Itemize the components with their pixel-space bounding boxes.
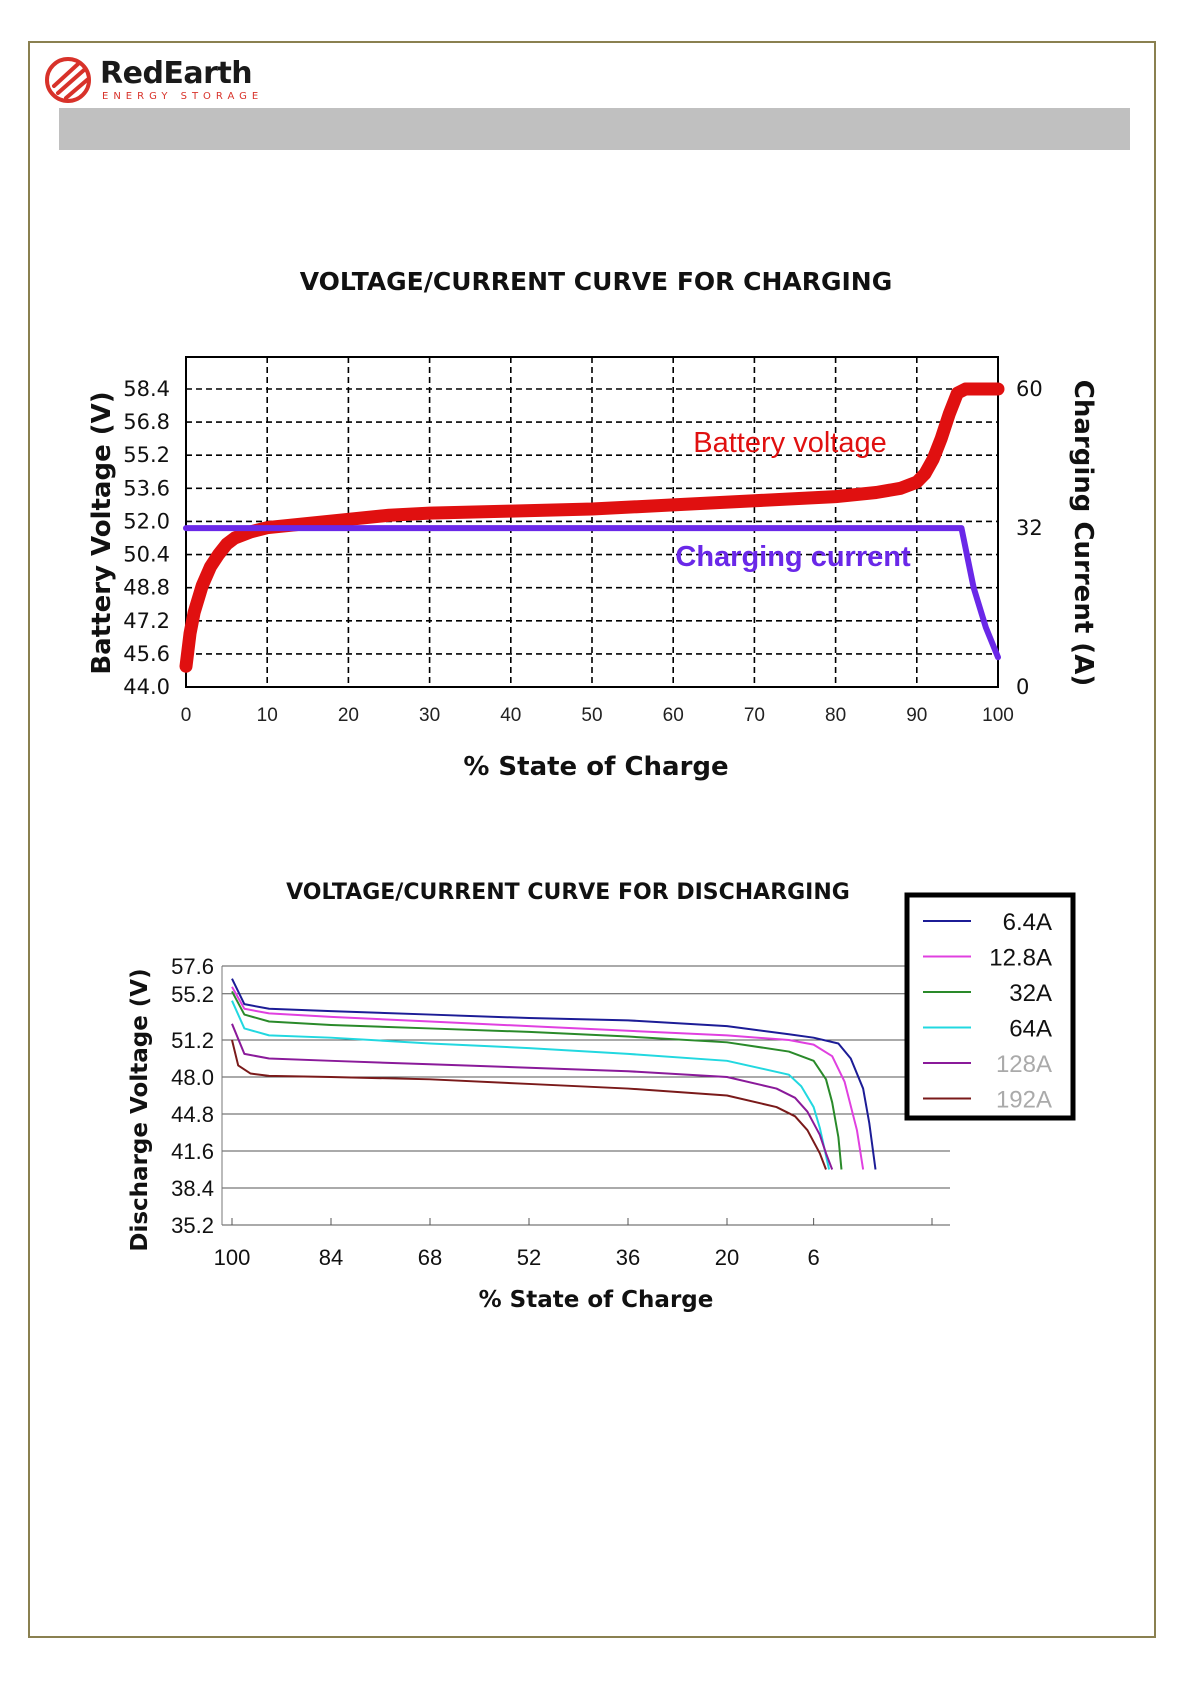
charging-x-tick-label: 30 xyxy=(419,705,440,726)
charging-current-line xyxy=(183,525,1001,661)
redearth-logo: RedEarth ENERGY STORAGE xyxy=(44,56,264,106)
discharge-y-tick-label: 51.2 xyxy=(171,1028,214,1053)
legend-label: 6.4A xyxy=(1003,909,1052,936)
charging-y-tick-label: 45.6 xyxy=(123,642,170,666)
discharge-x-axis-label: % State of Charge xyxy=(479,1287,714,1313)
discharge-y-tick-label: 41.6 xyxy=(171,1139,214,1164)
discharge-plot-area xyxy=(222,966,950,1225)
discharge-line-32a xyxy=(231,990,843,1170)
charging-y2-tick-label: 0 xyxy=(1016,675,1029,699)
discharge-legend xyxy=(904,892,1076,1121)
charging-y2-axis-label: Charging Current (A) xyxy=(1068,380,1098,686)
charging-x-tick-label: 80 xyxy=(825,705,846,726)
discharge-x-tick-label: 52 xyxy=(517,1245,541,1270)
logo-brand-text: RedEarth xyxy=(100,56,253,91)
charging-x-tick-label: 90 xyxy=(906,705,927,726)
discharge-y-tick-label: 48.0 xyxy=(171,1065,214,1090)
legend-label: 192A xyxy=(996,1087,1052,1114)
logo-tagline: ENERGY STORAGE xyxy=(102,91,264,102)
discharge-y-tick-label: 55.2 xyxy=(171,982,214,1007)
charging-x-tick-label: 0 xyxy=(181,705,192,726)
charging-y-tick-label: 58.4 xyxy=(123,377,170,401)
charging-y-tick-label: 53.6 xyxy=(123,476,170,500)
discharging-chart-title: VOLTAGE/CURRENT CURVE FOR DISCHARGING xyxy=(286,880,850,905)
discharge-x-tick-label: 36 xyxy=(616,1245,640,1270)
discharge-y-tick-label: 38.4 xyxy=(171,1176,214,1201)
charging-y-tick-label: 48.8 xyxy=(123,576,170,600)
charging-y-axis-label: Battery Voltage (V) xyxy=(87,391,117,674)
charging-x-tick-label: 70 xyxy=(744,705,765,726)
battery-voltage-line xyxy=(179,382,1005,673)
discharge-y-tick-label: 44.8 xyxy=(171,1102,214,1127)
discharge-x-tick-label: 20 xyxy=(715,1245,739,1270)
charging-chart-title: VOLTAGE/CURRENT CURVE FOR CHARGING xyxy=(299,267,893,296)
legend-label: 12.8A xyxy=(989,945,1052,972)
header-bar xyxy=(59,108,1130,150)
discharge-line-64a xyxy=(231,1000,831,1170)
discharge-line-12-8a xyxy=(231,986,865,1170)
legend-label: 32A xyxy=(1009,980,1052,1007)
discharge-line-192a xyxy=(231,1039,827,1170)
discharge-x-tick-label: 6 xyxy=(808,1245,820,1270)
charging-x-axis-label: % State of Charge xyxy=(463,752,728,782)
charging-y-tick-label: 52.0 xyxy=(123,509,170,533)
charging-x-tick-label: 100 xyxy=(982,705,1014,726)
discharge-line-6-4a xyxy=(231,978,877,1170)
charging-y-tick-label: 50.4 xyxy=(123,543,170,567)
discharge-x-tick-label: 100 xyxy=(214,1245,251,1270)
charging-y-tick-label: 44.0 xyxy=(123,675,170,699)
legend-label: 128A xyxy=(996,1051,1052,1078)
charging-x-tick-label: 10 xyxy=(257,705,278,726)
charging-x-tick-label: 60 xyxy=(663,705,684,726)
charging-x-tick-label: 50 xyxy=(581,705,602,726)
charging-y2-tick-label: 32 xyxy=(1016,516,1043,540)
charging-chart: 0 10 20 30 40 50 60 70 80 90 100 58.4 56.8 55.2 53.6 52… xyxy=(87,356,1098,782)
charging-y2-tick-label: 60 xyxy=(1016,377,1043,401)
discharge-line-128a xyxy=(231,1023,834,1170)
legend-label: 64A xyxy=(1009,1016,1052,1043)
charging-y-tick-label: 47.2 xyxy=(123,609,170,633)
charging-current-label: Charging current xyxy=(675,541,911,573)
discharge-y-tick-label: 35.2 xyxy=(171,1213,214,1238)
discharge-y-axis-label: Discharge Voltage (V) xyxy=(127,968,153,1251)
charging-y-tick-label: 55.2 xyxy=(123,443,170,467)
charging-x-tick-label: 40 xyxy=(500,705,521,726)
battery-voltage-label: Battery voltage xyxy=(693,427,886,459)
charging-x-tick-label: 20 xyxy=(338,705,359,726)
discharge-x-tick-label: 68 xyxy=(418,1245,442,1270)
discharge-x-tick-label: 84 xyxy=(319,1245,343,1270)
discharge-y-tick-label: 57.6 xyxy=(171,954,214,979)
redearth-logo-icon xyxy=(45,57,91,103)
page-border xyxy=(28,41,1156,1638)
charging-y-tick-label: 56.8 xyxy=(123,410,170,434)
